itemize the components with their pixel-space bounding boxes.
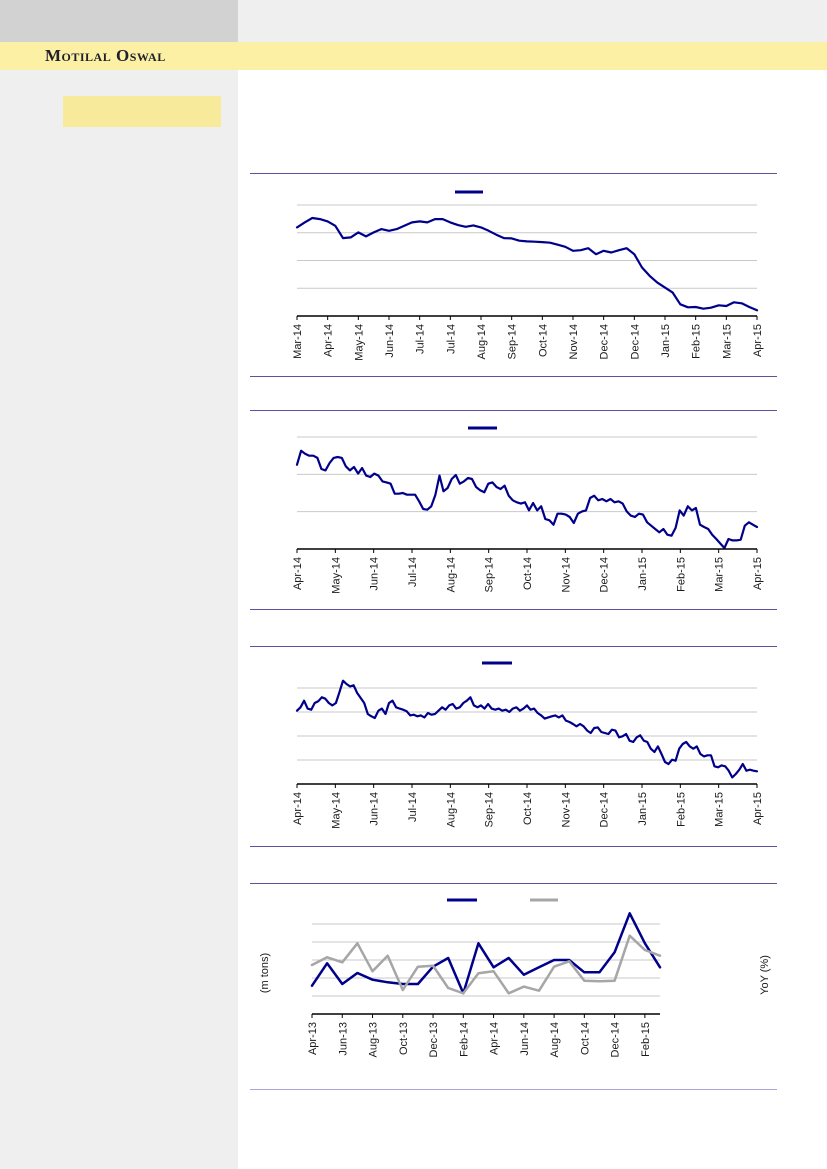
x-axis-label: Aug-13 bbox=[368, 1022, 380, 1057]
x-axis-label: Jul-14 bbox=[407, 792, 419, 822]
x-axis-label: Jul-14 bbox=[415, 324, 427, 354]
x-axis-label: Aug-14 bbox=[445, 557, 457, 592]
x-axis-label: Sep-14 bbox=[484, 792, 496, 827]
x-axis-label: Feb-15 bbox=[675, 557, 687, 592]
x-axis-label: Oct-14 bbox=[522, 557, 534, 590]
x-axis-label: Nov-14 bbox=[560, 557, 572, 592]
y-axis-title-right: YoY (%) bbox=[759, 955, 771, 995]
x-axis-label: May-14 bbox=[330, 557, 342, 594]
series-line bbox=[310, 934, 662, 995]
x-axis-label: Jul-14 bbox=[407, 557, 419, 587]
series-line bbox=[310, 912, 662, 995]
line-chart-svg: Apr-13 Jun-13 Aug-13 Oct-13 Dec-13 Feb-14 Apr-… bbox=[259, 898, 771, 1057]
x-axis-label: May-14 bbox=[353, 324, 365, 361]
header-gray-block bbox=[0, 0, 238, 42]
series-line bbox=[295, 216, 759, 312]
brand-band: Motilal Oswal bbox=[0, 42, 827, 70]
x-axis-label: Jun-14 bbox=[369, 557, 381, 591]
x-axis-label: Dec-14 bbox=[629, 324, 641, 359]
line-chart-svg: Apr-14 May-14 Jun-14 Jul-14 Aug-14 Sep-14 Oct-… bbox=[292, 661, 764, 829]
x-axis-label: Feb-15 bbox=[691, 324, 703, 359]
x-axis-label: Jan-15 bbox=[637, 557, 649, 591]
x-axis-label: Feb-14 bbox=[458, 1022, 470, 1057]
x-axis-label: Apr-13 bbox=[307, 1022, 319, 1055]
x-axis-label: May-14 bbox=[330, 792, 342, 829]
x-axis-label: Dec-14 bbox=[610, 1022, 622, 1057]
x-axis-label: Nov-14 bbox=[560, 792, 572, 827]
series-line bbox=[295, 679, 759, 779]
header-light-block bbox=[238, 0, 827, 42]
x-axis-label: Apr-14 bbox=[323, 324, 335, 357]
line-chart-svg: Apr-14 May-14 Jun-14 Jul-14 Aug-14 Sep-14 Oct-… bbox=[292, 426, 764, 594]
x-axis-label: Jan-15 bbox=[660, 324, 672, 358]
x-axis-label: Jun-13 bbox=[337, 1022, 349, 1056]
x-axis-label: Dec-14 bbox=[599, 557, 611, 592]
x-axis-label: Feb-15 bbox=[675, 792, 687, 827]
x-axis-label: Jun-14 bbox=[384, 324, 396, 358]
x-axis-label: Apr-15 bbox=[752, 324, 764, 357]
x-axis-label: Oct-14 bbox=[579, 1022, 591, 1055]
y-axis-title-left: (m tons) bbox=[259, 953, 271, 993]
x-axis-label: Aug-14 bbox=[445, 792, 457, 827]
x-axis-label: Jan-15 bbox=[637, 792, 649, 826]
chart-block-2: Apr-14 May-14 Jun-14 Jul-14 Aug-14 Sep-14 Oct-… bbox=[250, 410, 777, 610]
x-axis-label: Apr-15 bbox=[752, 557, 764, 590]
x-axis-label: Aug-14 bbox=[549, 1022, 561, 1057]
chart-block-1: Mar-14 Apr-14 May-14 Jun-14 Jul-14 Jul-14 Aug-… bbox=[250, 173, 777, 377]
x-axis-label: Dec-14 bbox=[599, 324, 611, 359]
line-chart-svg: Mar-14 Apr-14 May-14 Jun-14 Jul-14 Jul-14 Aug-… bbox=[292, 190, 764, 361]
x-axis-label: Nov-14 bbox=[568, 324, 580, 359]
x-axis-label: Oct-14 bbox=[537, 324, 549, 357]
x-axis-label: Mar-15 bbox=[714, 792, 726, 827]
x-axis-label: Apr-15 bbox=[752, 792, 764, 825]
x-axis-label: Jun-14 bbox=[519, 1022, 531, 1056]
x-axis-label: Dec-13 bbox=[428, 1022, 440, 1057]
brand-logo-text: Motilal Oswal bbox=[45, 46, 166, 65]
sidebar-highlight-box bbox=[63, 96, 221, 127]
x-axis-label: Jul-14 bbox=[445, 324, 457, 354]
x-axis-label: Oct-14 bbox=[522, 792, 534, 825]
series-line bbox=[295, 449, 759, 550]
x-axis-label: Jun-14 bbox=[369, 792, 381, 826]
sidebar bbox=[0, 70, 238, 1169]
x-axis-label: Oct-13 bbox=[398, 1022, 410, 1055]
x-axis-label: Apr-14 bbox=[292, 792, 304, 825]
x-axis-label: Mar-14 bbox=[292, 324, 304, 359]
x-axis-label: Sep-14 bbox=[484, 557, 496, 592]
x-axis-label: Aug-14 bbox=[476, 324, 488, 359]
x-axis-label: Feb-15 bbox=[640, 1022, 652, 1057]
x-axis-label: Apr-14 bbox=[292, 557, 304, 590]
chart-block-3: Apr-14 May-14 Jun-14 Jul-14 Aug-14 Sep-14 Oct-… bbox=[250, 646, 777, 847]
x-axis-label: Mar-15 bbox=[721, 324, 733, 359]
chart-block-4: Apr-13 Jun-13 Aug-13 Oct-13 Dec-13 Feb-14 Apr-… bbox=[250, 883, 777, 1090]
x-axis-label: Mar-15 bbox=[714, 557, 726, 592]
x-axis-label: Dec-14 bbox=[599, 792, 611, 827]
x-axis-label: Apr-14 bbox=[489, 1022, 501, 1055]
x-axis-label: Sep-14 bbox=[507, 324, 519, 359]
